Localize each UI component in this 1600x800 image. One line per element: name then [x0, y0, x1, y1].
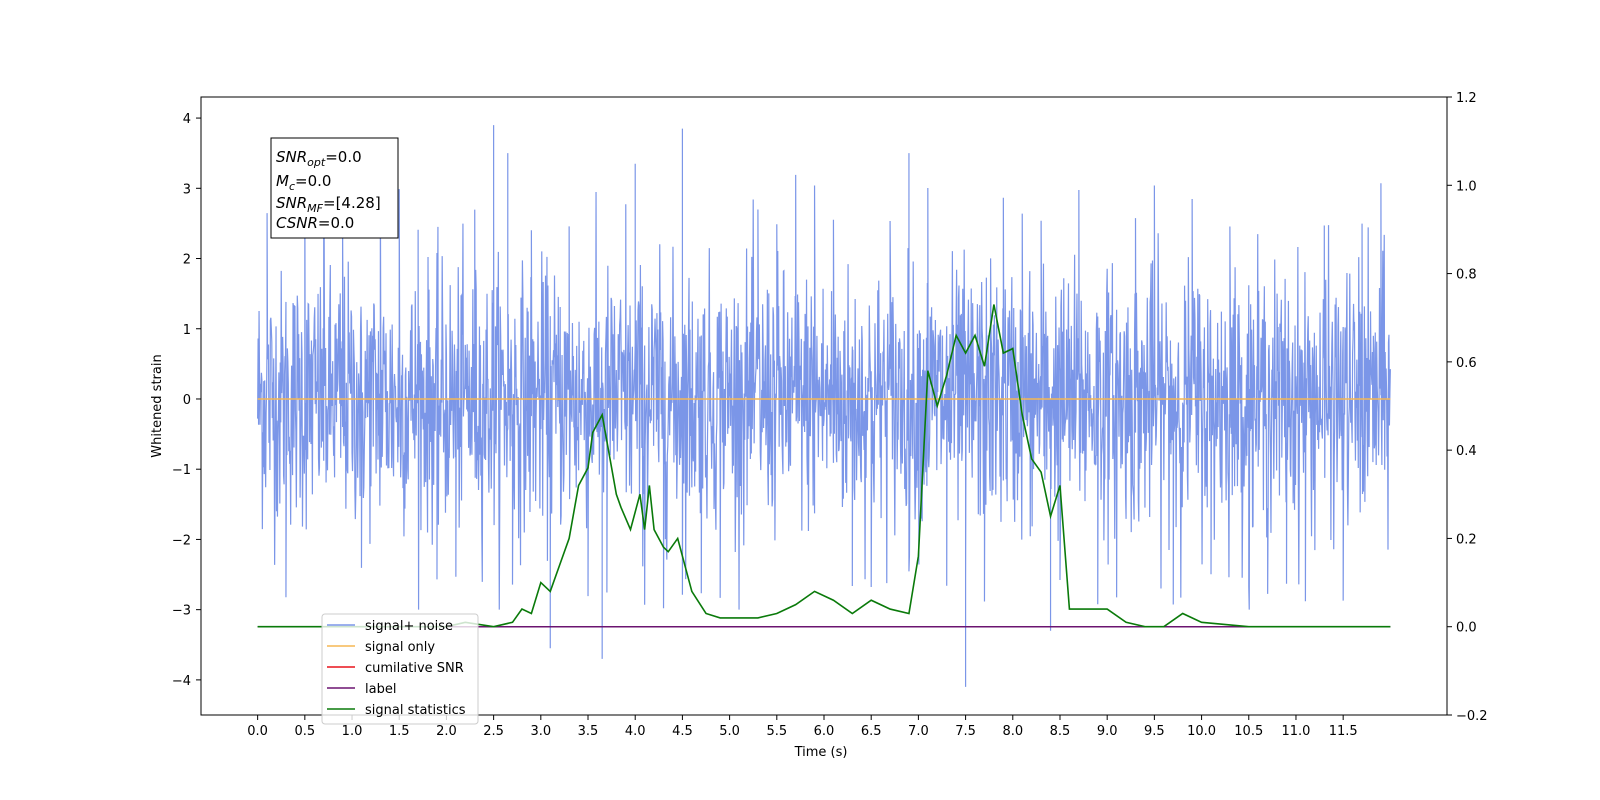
x-tick-label: 1.0 — [342, 724, 363, 739]
annotation-snr-mf: SNRMF=[4.28] — [276, 194, 381, 215]
y2-tick-label: 0.4 — [1456, 444, 1477, 459]
y-tick-label: 3 — [183, 182, 191, 197]
legend-frame — [321, 613, 479, 725]
svg-text:cumilative SNR: cumilative SNR — [365, 661, 464, 676]
annotation-box: SNRopt=0.0 Mc=0.0 SNRMF=[4.28] CSNR=0.0 — [270, 137, 399, 239]
x-tick-label: 2.5 — [483, 724, 504, 739]
x-tick-label: 11.0 — [1281, 724, 1310, 739]
x-tick-label: 1.5 — [389, 724, 410, 739]
svg-text:label: label — [365, 682, 396, 697]
signal-noise-line — [257, 125, 1391, 687]
y-tick-label: −2 — [172, 533, 191, 548]
y-axis-ticks: 4 3 2 1 0 −1 −2 −3 −4 — [172, 112, 201, 689]
legend-entry-cumilative-snr: cumilative SNR — [327, 661, 464, 676]
x-tick-label: 9.0 — [1097, 724, 1118, 739]
x-tick-label: 5.0 — [719, 724, 740, 739]
y-tick-label: 2 — [183, 253, 191, 268]
x-tick-label: 2.0 — [436, 724, 457, 739]
y2-tick-label: −0.2 — [1456, 709, 1488, 724]
svg-text:signal statistics: signal statistics — [365, 703, 466, 718]
x-tick-label: 4.5 — [672, 724, 693, 739]
legend-entry-signal-only: signal only — [327, 640, 435, 655]
legend-entry-signal-statistics: signal statistics — [327, 703, 466, 718]
annotation-snr-opt: SNRopt=0.0 — [276, 148, 362, 169]
x-tick-label: 8.0 — [1002, 724, 1023, 739]
y-tick-label: −1 — [172, 463, 191, 478]
y2-tick-label: 0.6 — [1456, 356, 1477, 371]
signal-statistics-line — [257, 304, 1391, 628]
x-axis-label: Time (s) — [794, 745, 848, 760]
y-tick-label: 0 — [183, 393, 191, 408]
x-tick-label: 7.0 — [908, 724, 929, 739]
x-tick-label: 5.5 — [766, 724, 787, 739]
y2-tick-label: 1.2 — [1456, 91, 1477, 106]
x-tick-label: 8.5 — [1050, 724, 1071, 739]
svg-text:signal only: signal only — [365, 640, 435, 655]
x-tick-label: 9.5 — [1144, 724, 1165, 739]
y-tick-label: −4 — [172, 674, 191, 689]
y-axis-label: Whitened strain — [150, 354, 165, 457]
x-tick-label: 6.5 — [861, 724, 882, 739]
x-tick-label: 0.0 — [247, 724, 268, 739]
x-tick-label: 6.0 — [814, 724, 835, 739]
x-tick-label: 7.5 — [955, 724, 976, 739]
y2-axis-ticks: 1.2 1.0 0.8 0.6 0.4 0.2 0.0 −0.2 — [1447, 91, 1488, 724]
y2-tick-label: 1.0 — [1456, 179, 1477, 194]
legend-entry-label: label — [327, 682, 396, 697]
annotation-mc: Mc=0.0 — [276, 172, 331, 193]
y2-tick-label: 0.8 — [1456, 268, 1477, 283]
x-tick-label: 4.0 — [625, 724, 646, 739]
y-tick-label: −3 — [172, 604, 191, 619]
plot-area — [257, 125, 1391, 687]
y2-tick-label: 0.2 — [1456, 532, 1477, 547]
legend: signal+ noise signal only cumilative SNR… — [321, 613, 479, 725]
annotation-csnr: CSNR=0.0 — [276, 214, 354, 232]
x-tick-label: 0.5 — [294, 724, 315, 739]
svg-text:signal+ noise: signal+ noise — [365, 619, 453, 634]
legend-entry-signal-noise: signal+ noise — [327, 619, 453, 634]
y-tick-label: 4 — [183, 112, 191, 127]
y-tick-label: 1 — [183, 323, 191, 338]
x-tick-label: 10.5 — [1234, 724, 1263, 739]
y2-tick-label: 0.0 — [1456, 621, 1477, 636]
x-tick-label: 10.0 — [1187, 724, 1216, 739]
x-axis-ticks: 0.0 0.5 1.0 1.5 2.0 2.5 3.0 3.5 4.0 4.5 5.0 5.5 6.0 6… — [247, 715, 1358, 739]
x-tick-label: 3.5 — [578, 724, 599, 739]
x-tick-label: 3.0 — [530, 724, 551, 739]
x-tick-label: 11.5 — [1329, 724, 1358, 739]
